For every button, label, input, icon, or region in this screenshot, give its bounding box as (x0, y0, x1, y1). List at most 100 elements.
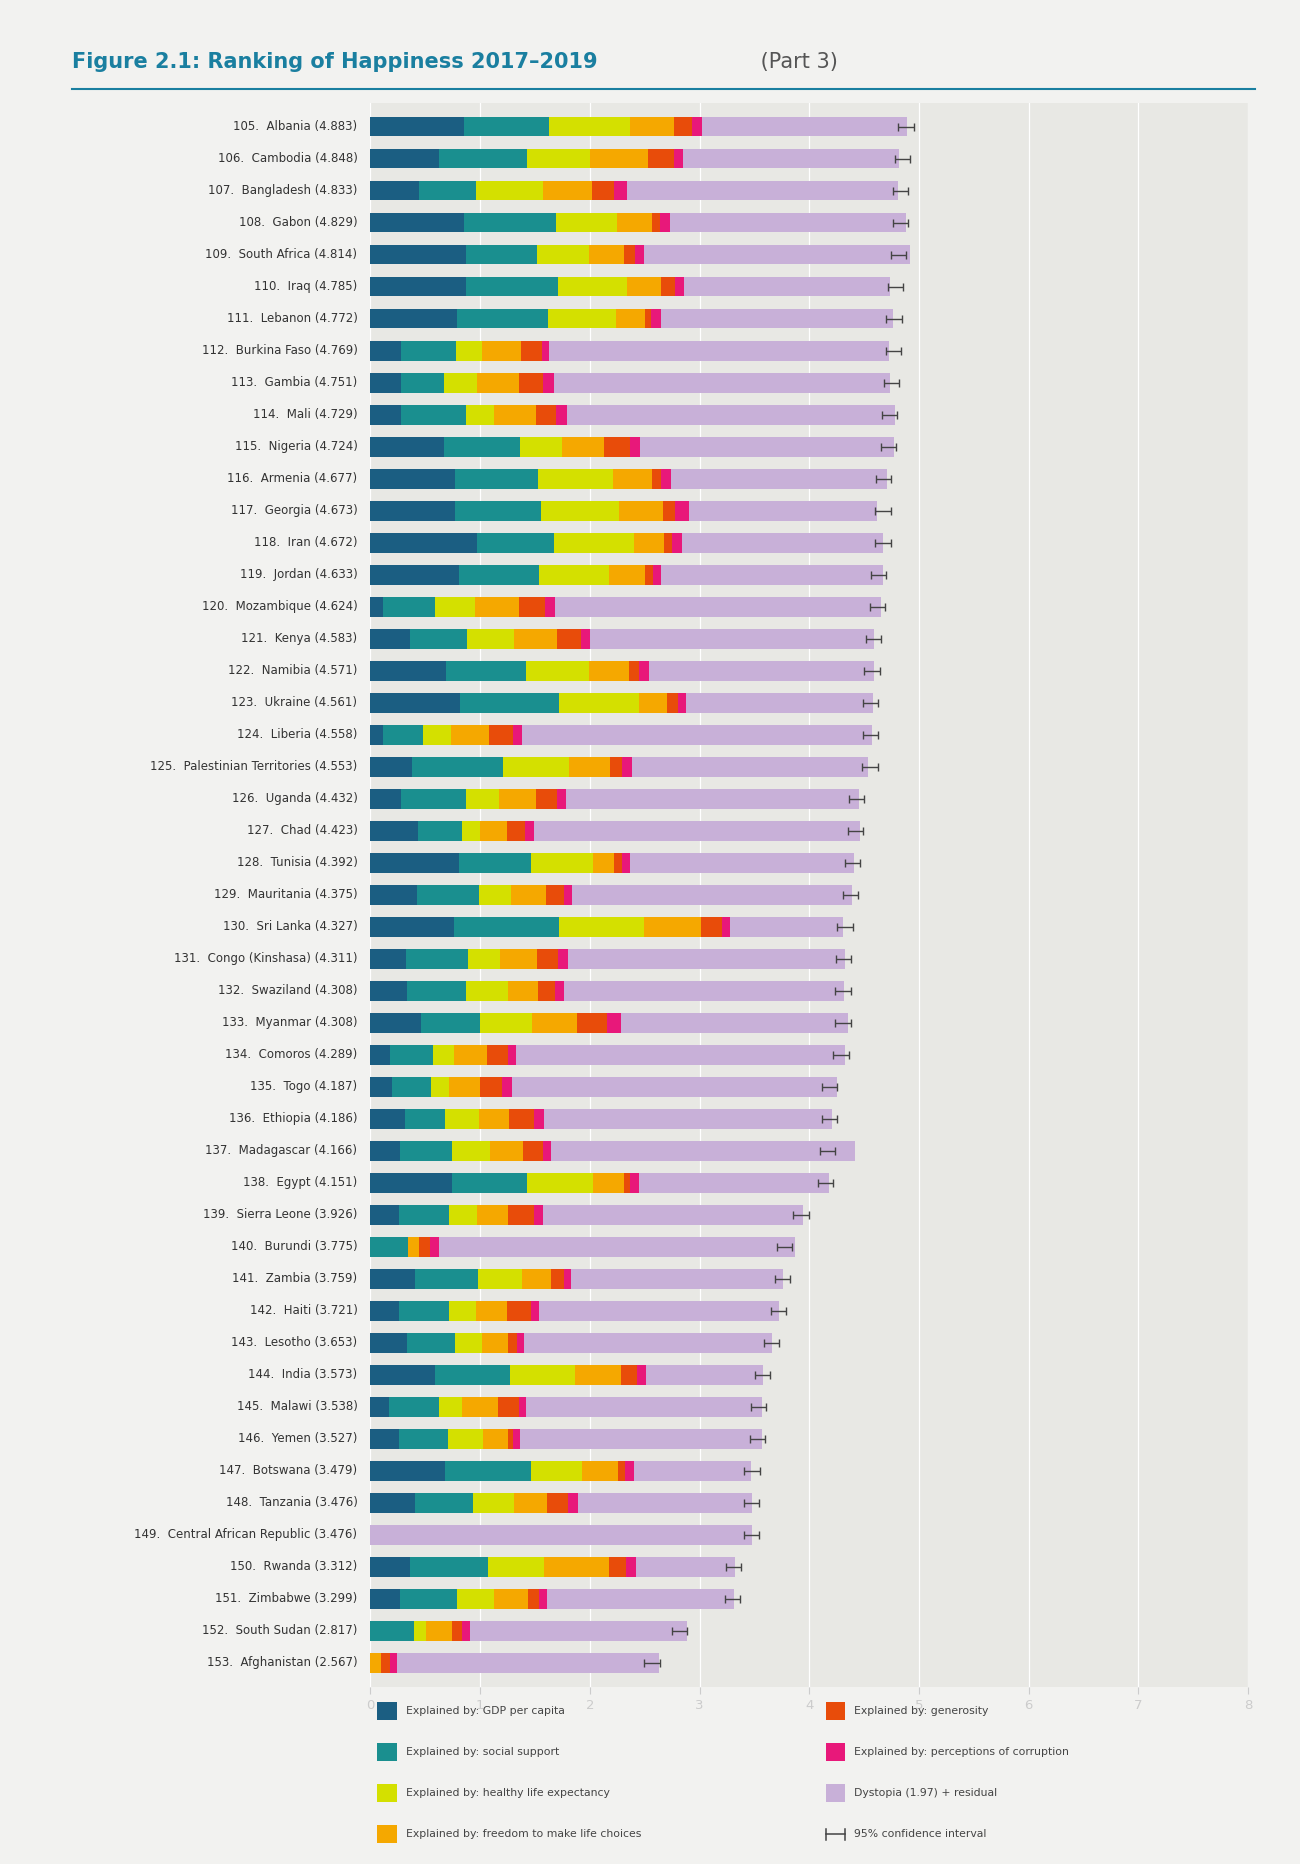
Text: 139.  Sierra Leone (3.926): 139. Sierra Leone (3.926) (203, 1208, 358, 1221)
Bar (619, 1461, 625, 1480)
Bar (542, 373, 554, 393)
Bar (430, 1077, 450, 1096)
Bar (528, 1588, 540, 1609)
Bar (494, 404, 536, 425)
Bar (629, 660, 640, 680)
Bar (571, 1269, 783, 1288)
Bar (636, 1556, 734, 1577)
Text: 110.  Iraq (4.785): 110. Iraq (4.785) (255, 280, 358, 293)
Bar (502, 1077, 512, 1096)
Bar (465, 404, 494, 425)
Bar (555, 980, 563, 1001)
Bar (370, 917, 454, 936)
Bar (667, 693, 677, 712)
Text: 117.  Georgia (4.673): 117. Georgia (4.673) (230, 503, 358, 516)
Bar (477, 533, 554, 552)
Bar (370, 1109, 404, 1130)
Bar (445, 373, 477, 393)
Text: 136.  Ethiopia (4.186): 136. Ethiopia (4.186) (229, 1113, 358, 1126)
Bar (417, 820, 462, 841)
Bar (482, 1333, 507, 1353)
Bar (370, 660, 446, 680)
Bar (494, 1588, 528, 1609)
Bar (460, 693, 559, 712)
Bar (590, 628, 874, 649)
Bar (514, 725, 521, 744)
Bar (455, 1333, 482, 1353)
Bar (400, 1141, 451, 1161)
Bar (624, 244, 634, 265)
Text: 115.  Nigeria (4.724): 115. Nigeria (4.724) (234, 440, 358, 453)
Bar (545, 596, 555, 617)
Bar (370, 980, 407, 1001)
Bar (382, 725, 422, 744)
Bar (516, 1046, 845, 1064)
Text: 130.  Sri Lanka (4.327): 130. Sri Lanka (4.327) (222, 921, 358, 934)
Bar (402, 404, 465, 425)
Bar (645, 565, 654, 585)
Text: 147.  Botswana (3.479): 147. Botswana (3.479) (220, 1465, 358, 1478)
Bar (390, 1046, 433, 1064)
Bar (410, 628, 467, 649)
Bar (604, 436, 630, 457)
Bar (702, 117, 907, 136)
Bar (465, 276, 558, 296)
Bar (416, 1269, 478, 1288)
Bar (701, 917, 722, 936)
Bar (620, 501, 663, 520)
Bar (474, 596, 519, 617)
Bar (528, 149, 590, 168)
Bar (404, 1109, 445, 1130)
Bar (608, 1556, 627, 1577)
Bar (530, 1461, 582, 1480)
Bar (563, 980, 845, 1001)
Bar (489, 725, 514, 744)
Bar (624, 1172, 630, 1193)
Bar (415, 1622, 426, 1640)
Bar (370, 1301, 399, 1322)
Bar (675, 149, 682, 168)
Bar (438, 1238, 796, 1256)
Bar (370, 1046, 390, 1064)
Text: 118.  Iran (4.672): 118. Iran (4.672) (254, 537, 358, 550)
Bar (396, 1653, 659, 1672)
Text: 105.  Albania (4.883): 105. Albania (4.883) (234, 119, 358, 132)
Bar (370, 276, 465, 296)
Bar (627, 276, 662, 296)
Bar (651, 309, 662, 328)
Text: 106.  Cambodia (4.848): 106. Cambodia (4.848) (217, 153, 358, 166)
Bar (534, 1204, 542, 1225)
Bar (451, 1172, 528, 1193)
Bar (646, 1364, 763, 1385)
Bar (540, 565, 608, 585)
Bar (455, 468, 538, 488)
Bar (515, 1493, 547, 1514)
Bar (644, 917, 701, 936)
Bar (436, 1364, 510, 1385)
Text: 134.  Comoros (4.289): 134. Comoros (4.289) (225, 1048, 358, 1061)
Text: 148.  Tanzania (3.476): 148. Tanzania (3.476) (226, 1497, 358, 1510)
Text: Dystopia (1.97) + residual: Dystopia (1.97) + residual (854, 1788, 997, 1799)
Bar (416, 885, 480, 904)
Bar (662, 309, 893, 328)
Text: 108.  Gabon (4.829): 108. Gabon (4.829) (239, 216, 358, 229)
Bar (519, 373, 542, 393)
Bar (370, 468, 455, 488)
Bar (477, 1204, 507, 1225)
Bar (507, 1333, 517, 1353)
Bar (370, 1204, 399, 1225)
Bar (507, 1204, 534, 1225)
Bar (563, 885, 572, 904)
Bar (370, 1622, 415, 1640)
Bar (675, 117, 692, 136)
Bar (476, 1301, 507, 1322)
Bar (488, 1556, 543, 1577)
Bar (556, 212, 618, 233)
Text: (Part 3): (Part 3) (754, 52, 839, 73)
Bar (370, 436, 445, 457)
Text: 111.  Lebanon (4.772): 111. Lebanon (4.772) (226, 311, 358, 324)
Text: 137.  Madagascar (4.166): 137. Madagascar (4.166) (205, 1144, 358, 1158)
Text: 131.  Congo (Kinshasa) (4.311): 131. Congo (Kinshasa) (4.311) (174, 953, 358, 966)
Bar (499, 788, 536, 809)
Bar (471, 1622, 688, 1640)
